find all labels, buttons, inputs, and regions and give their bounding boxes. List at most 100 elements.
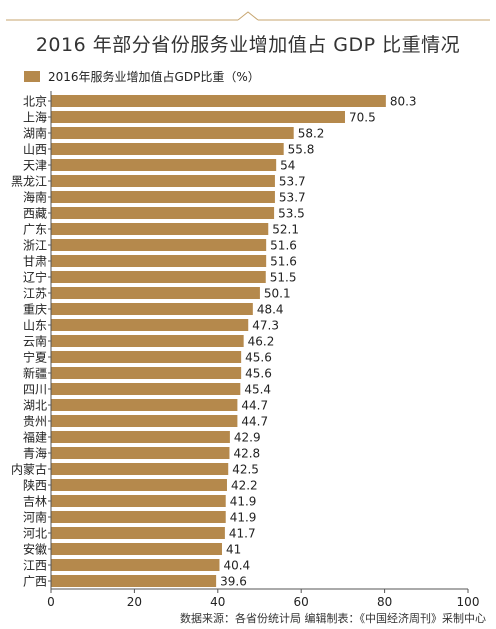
header-frame <box>6 11 490 21</box>
category-label: 天津 <box>23 159 47 173</box>
category-label: 西藏 <box>23 207 47 221</box>
category-label: 四川 <box>23 383 47 397</box>
bar <box>51 239 267 251</box>
category-label: 河南 <box>23 510 47 525</box>
category-label: 江西 <box>23 559 47 573</box>
bar <box>51 399 238 411</box>
value-label: 40.4 <box>223 559 250 573</box>
bar <box>51 415 238 427</box>
value-label: 42.2 <box>231 479 258 493</box>
value-label: 51.6 <box>270 239 297 253</box>
value-label: 45.6 <box>245 367 272 381</box>
category-label: 云南 <box>23 334 47 349</box>
bar <box>51 431 230 443</box>
bar <box>51 223 269 235</box>
category-label: 上海 <box>23 110 47 125</box>
bar <box>51 351 242 363</box>
bar <box>51 127 294 139</box>
bar <box>51 207 275 219</box>
bar <box>51 495 226 507</box>
value-label: 42.9 <box>234 431 261 445</box>
value-label: 42.8 <box>233 447 260 461</box>
x-tick-label: 60 <box>294 595 309 609</box>
category-label: 新疆 <box>23 366 47 381</box>
bar <box>51 95 386 107</box>
value-label: 58.2 <box>298 127 325 141</box>
value-label: 44.7 <box>241 399 268 413</box>
value-label: 80.3 <box>390 95 417 109</box>
category-label: 甘肃 <box>23 255 47 269</box>
value-label: 39.6 <box>220 575 247 589</box>
value-label: 44.7 <box>241 415 268 429</box>
value-label: 52.1 <box>272 223 299 237</box>
category-label: 贵州 <box>23 415 47 429</box>
bar <box>51 319 249 331</box>
value-label: 51.6 <box>270 255 297 269</box>
category-label: 辽宁 <box>23 270 47 285</box>
value-label: 53.7 <box>279 175 306 189</box>
category-label: 宁夏 <box>23 350 47 365</box>
value-label: 51.5 <box>270 271 297 285</box>
bar <box>51 575 217 587</box>
category-label: 青海 <box>23 446 47 461</box>
category-label: 黑龙江 <box>11 175 47 189</box>
bar <box>51 191 275 203</box>
category-label: 广西 <box>23 575 47 589</box>
bar <box>51 511 226 523</box>
value-label: 45.4 <box>244 383 271 397</box>
category-label: 山西 <box>23 143 47 157</box>
value-label: 42.5 <box>232 463 259 477</box>
legend: 2016年服务业增加值占GDP比重（%） <box>24 68 260 84</box>
value-label: 46.2 <box>248 335 275 349</box>
bar <box>51 111 345 123</box>
legend-swatch <box>24 70 40 82</box>
category-label: 江苏 <box>23 287 47 301</box>
category-label: 内蒙古 <box>11 462 47 477</box>
bar <box>51 527 225 539</box>
value-label: 41.7 <box>229 527 256 541</box>
bar <box>51 143 284 155</box>
bar <box>51 479 227 491</box>
value-label: 41.9 <box>230 511 257 525</box>
chart-title: 2016 年部分省份服务业增加值占 GDP 比重情况 <box>35 34 461 56</box>
category-label: 重庆 <box>23 303 47 317</box>
value-label: 45.6 <box>245 351 272 365</box>
value-label: 48.4 <box>257 303 284 317</box>
value-label: 50.1 <box>264 287 291 301</box>
x-tick-label: 40 <box>210 595 225 609</box>
bar <box>51 175 275 187</box>
bar <box>51 271 266 283</box>
legend-label: 2016年服务业增加值占GDP比重（%） <box>48 69 260 84</box>
value-label: 47.3 <box>252 319 279 333</box>
bar <box>51 463 229 475</box>
category-label: 湖北 <box>23 398 47 413</box>
bar <box>51 383 241 395</box>
source-note: 数据来源：各省份统计局 编辑制表：《中国经济周刊》采制中心 <box>180 612 486 625</box>
category-label: 湖南 <box>23 126 47 141</box>
bar <box>51 543 222 555</box>
value-label: 41 <box>226 543 241 557</box>
value-label: 54 <box>280 159 295 173</box>
category-label: 河北 <box>23 527 47 541</box>
x-tick-label: 80 <box>377 595 392 609</box>
category-label: 海南 <box>23 190 47 205</box>
bar <box>51 335 244 347</box>
value-label: 41.9 <box>230 495 257 509</box>
value-label: 70.5 <box>349 111 376 125</box>
bar <box>51 287 260 299</box>
category-label: 福建 <box>23 430 47 445</box>
category-label: 吉林 <box>23 495 47 509</box>
x-tick-label: 100 <box>457 595 480 609</box>
category-label: 山东 <box>23 319 47 333</box>
category-label: 安徽 <box>23 542 47 557</box>
value-label: 53.5 <box>278 207 305 221</box>
bar <box>51 303 253 315</box>
bar <box>51 559 220 571</box>
category-label: 陕西 <box>23 478 47 493</box>
x-tick-label: 0 <box>47 595 55 609</box>
x-tick-label: 20 <box>127 595 142 609</box>
bar <box>51 255 267 267</box>
bar <box>51 447 230 459</box>
category-label: 广东 <box>23 223 47 237</box>
